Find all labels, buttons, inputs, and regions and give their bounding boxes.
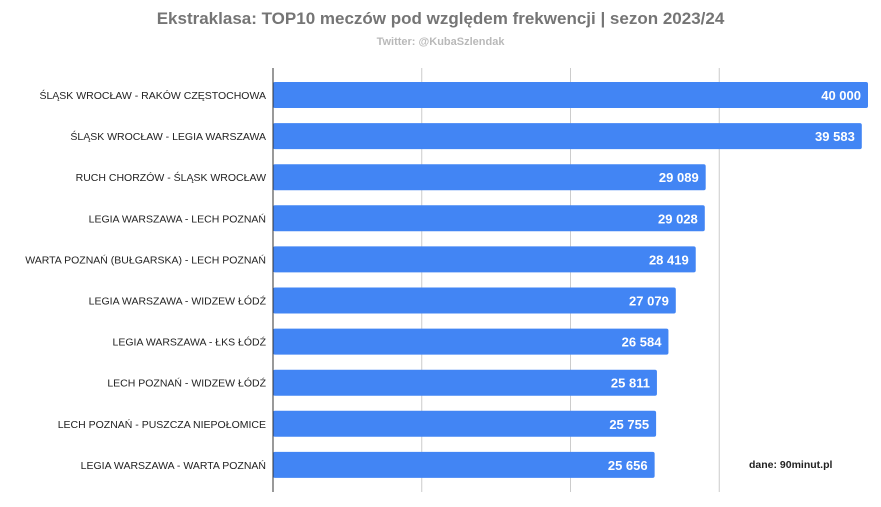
value-label: 25 755 — [609, 417, 649, 432]
category-label: LEGIA WARSZAWA - ŁKS ŁÓDŹ — [113, 336, 267, 349]
chart-title: Ekstraklasa: TOP10 meczów pod względem f… — [156, 9, 725, 28]
bar — [273, 410, 657, 437]
bar — [273, 328, 669, 355]
bar — [273, 287, 676, 314]
bar — [273, 451, 655, 478]
bar — [273, 246, 696, 273]
value-label: 28 419 — [649, 252, 689, 267]
category-label: LEGIA WARSZAWA - WIDZEW ŁÓDŹ — [89, 295, 267, 308]
value-label: 25 656 — [608, 458, 648, 473]
bar — [273, 205, 705, 232]
value-label: 25 811 — [611, 376, 650, 391]
bar — [273, 164, 706, 191]
value-label: 27 079 — [629, 294, 669, 309]
category-label: ŚLĄSK WROCŁAW - RAKÓW CZĘSTOCHOWA — [39, 89, 266, 102]
category-label: ŚLĄSK WROCŁAW - LEGIA WARSZAWA — [70, 130, 266, 143]
category-label: LEGIA WARSZAWA - WARTA POZNAŃ — [81, 459, 266, 472]
value-label: 39 583 — [815, 129, 855, 144]
value-label: 40 000 — [821, 88, 861, 103]
bar — [273, 82, 868, 108]
bars — [273, 82, 868, 478]
bar — [273, 123, 862, 150]
value-label: 26 584 — [622, 335, 663, 350]
category-label: LECH POZNAŃ - PUSZCZA NIEPOŁOMICE — [58, 418, 266, 431]
chart-subtitle: Twitter: @KubaSzlendak — [376, 36, 505, 48]
value-labels: 40 000 39 583 29 089 29 028 28 419 27 079 26 5… — [608, 88, 861, 473]
value-label: 29 089 — [659, 170, 699, 185]
source-note: dane: 90minut.pl — [749, 459, 833, 471]
value-label: 29 028 — [658, 211, 698, 226]
category-labels: ŚLĄSK WROCŁAW - RAKÓW CZĘSTOCHOWA ŚLĄSK W… — [25, 89, 266, 472]
category-label: WARTA POZNAŃ (BUŁGARSKA) - LECH POZNAŃ — [25, 253, 266, 266]
bar — [273, 369, 657, 396]
category-label: LEGIA WARSZAWA - LECH POZNAŃ — [89, 212, 266, 225]
category-label: LECH POZNAŃ - WIDZEW ŁÓDŹ — [107, 377, 266, 390]
category-label: RUCH CHORZÓW - ŚLĄSK WROCŁAW — [76, 171, 266, 184]
